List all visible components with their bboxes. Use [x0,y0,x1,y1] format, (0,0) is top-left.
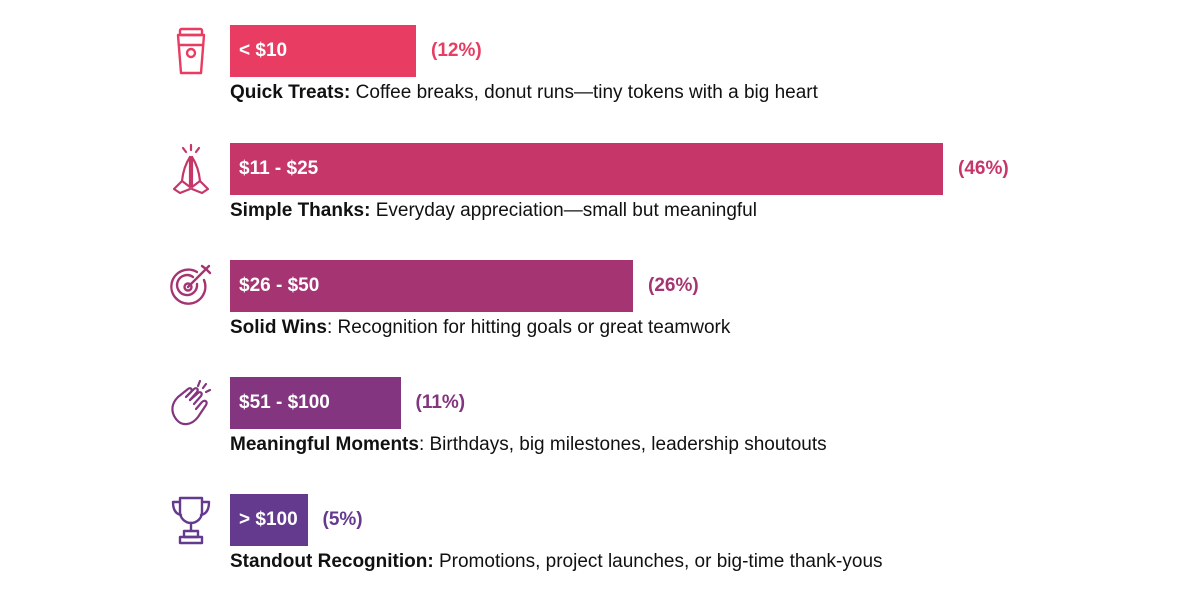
category-description: Meaningful Moments: Birthdays, big miles… [230,434,827,456]
percentage-label: (26%) [648,275,699,296]
percentage-label: (46%) [958,158,1009,179]
praying-hands-icon [166,141,216,197]
bar-category-label: > $100 [239,509,298,530]
coffee-cup-icon [166,23,216,79]
percentage-label: (5%) [322,509,363,530]
description-title: Standout Recognition: [230,551,434,572]
category-description: Simple Thanks: Everyday appreciation—sma… [230,200,757,222]
category-description: Standout Recognition: Promotions, projec… [230,551,883,573]
bar-category-label: $26 - $50 [239,275,320,296]
category-description: Solid Wins: Recognition for hitting goal… [230,317,730,339]
category-description: Quick Treats: Coffee breaks, donut runs—… [230,82,818,104]
target-icon [166,258,216,314]
description-text: : Birthdays, big milestones, leadership … [418,434,827,455]
description-text: : Recognition for hitting goals or great… [326,317,731,338]
bar-51-100: $51 - $100 [230,377,401,429]
percentage-label: (11%) [415,392,466,413]
bar-26-50: $26 - $50 [230,260,633,312]
bar-category-label: $51 - $100 [239,392,330,413]
description-text: Promotions, project launches, or big-tim… [433,551,883,572]
bar-category-label: $11 - $25 [239,158,319,179]
bar-category-label: < $10 [239,40,288,61]
percentage-label: (12%) [431,40,482,61]
description-title: Meaningful Moments [230,434,419,455]
chart-row-5: > $100 (5%) Standout Recognition: Promotio… [0,494,1200,589]
description-title: Quick Treats: [230,82,351,103]
chart-row-4: $51 - $100 (11%) Meaningful Moments: Birth… [0,377,1200,472]
chart-row-1: < $10 (12%) Quick Treats: Coffee breaks, d… [0,25,1200,120]
description-title: Simple Thanks: [230,200,371,221]
chart-row-2: $11 - $25 (46%) Simple Thanks: Everyday ap… [0,143,1200,238]
bar-10: < $10 [230,25,416,77]
chart-row-3: $26 - $50 (26%) Solid Wins: Recognition fo… [0,260,1200,355]
description-title: Solid Wins [230,317,327,338]
description-text: Everyday appreciation—small but meaningf… [370,200,757,221]
trophy-icon [166,492,216,548]
clapping-hands-icon [166,375,216,431]
bar-11-25: $11 - $25 [230,143,943,195]
bar-100: > $100 [230,494,308,546]
description-text: Coffee breaks, donut runs—tiny tokens wi… [350,82,818,103]
